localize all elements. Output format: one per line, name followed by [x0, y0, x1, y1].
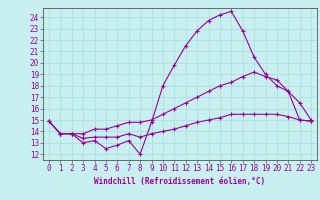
- X-axis label: Windchill (Refroidissement éolien,°C): Windchill (Refroidissement éolien,°C): [94, 177, 266, 186]
